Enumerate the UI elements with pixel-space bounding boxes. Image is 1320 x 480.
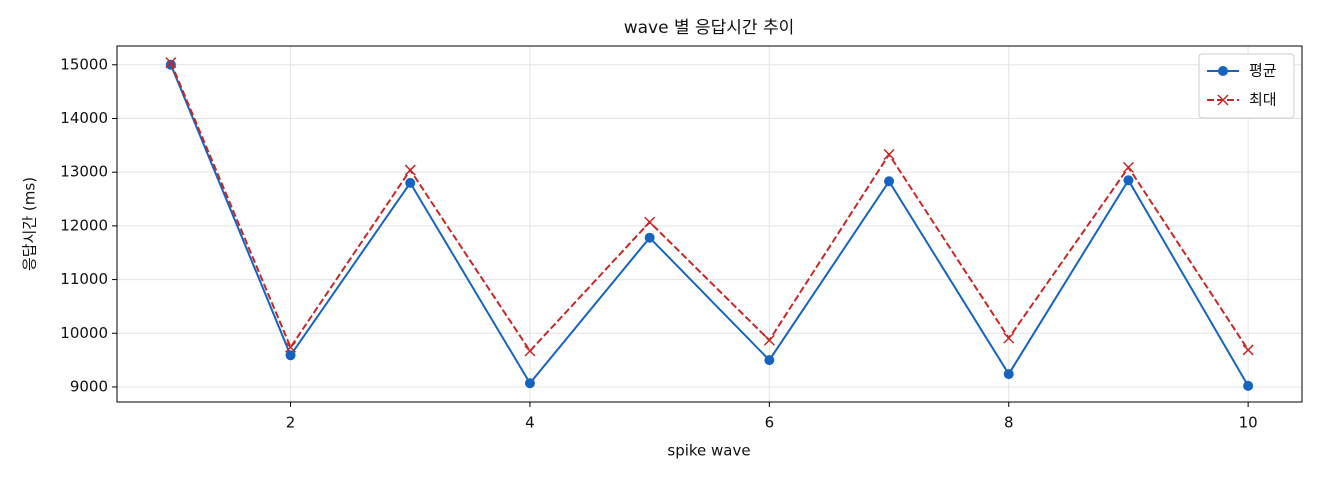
chart-title: wave 별 응답시간 추이	[624, 18, 795, 38]
y-tick-label: 15000	[60, 55, 108, 73]
x-tick-label: 4	[525, 414, 535, 432]
series-line	[169, 64, 1250, 387]
x-tick-label: 8	[1004, 414, 1014, 432]
legend-marker	[1218, 66, 1228, 76]
point	[1242, 344, 1254, 356]
legend-marker	[1217, 94, 1229, 106]
y-tick-label: 9000	[70, 377, 108, 395]
point	[1243, 380, 1254, 391]
point	[405, 177, 416, 188]
x-tick-label: 10	[1239, 414, 1258, 432]
x-tick-label: 6	[765, 414, 775, 432]
point	[524, 378, 535, 389]
legend-label: 평균	[1249, 62, 1277, 80]
point	[1123, 175, 1134, 186]
point	[1003, 369, 1014, 380]
point	[165, 57, 177, 69]
point	[524, 345, 536, 357]
x-axis-label: spike wave	[667, 442, 750, 460]
point	[764, 355, 775, 366]
point	[644, 216, 656, 228]
point	[644, 232, 655, 243]
x-tick-label: 2	[286, 414, 296, 432]
y-axis-label: 응답시간 (ms)	[21, 177, 39, 271]
point	[1122, 161, 1134, 173]
point	[285, 341, 297, 353]
point	[763, 334, 775, 346]
y-tick-label: 14000	[60, 109, 108, 127]
point	[884, 176, 895, 187]
series-line	[169, 62, 1249, 353]
y-tick-label: 13000	[60, 163, 108, 181]
plot-frame	[116, 45, 1303, 403]
point	[883, 148, 895, 160]
legend-box	[1198, 53, 1295, 119]
point	[404, 164, 416, 176]
point	[285, 350, 296, 361]
y-tick-label: 11000	[60, 270, 108, 288]
y-tick-label: 12000	[60, 216, 108, 234]
legend-label: 최대	[1249, 91, 1277, 109]
y-tick-label: 10000	[60, 324, 108, 342]
point	[1003, 332, 1015, 344]
